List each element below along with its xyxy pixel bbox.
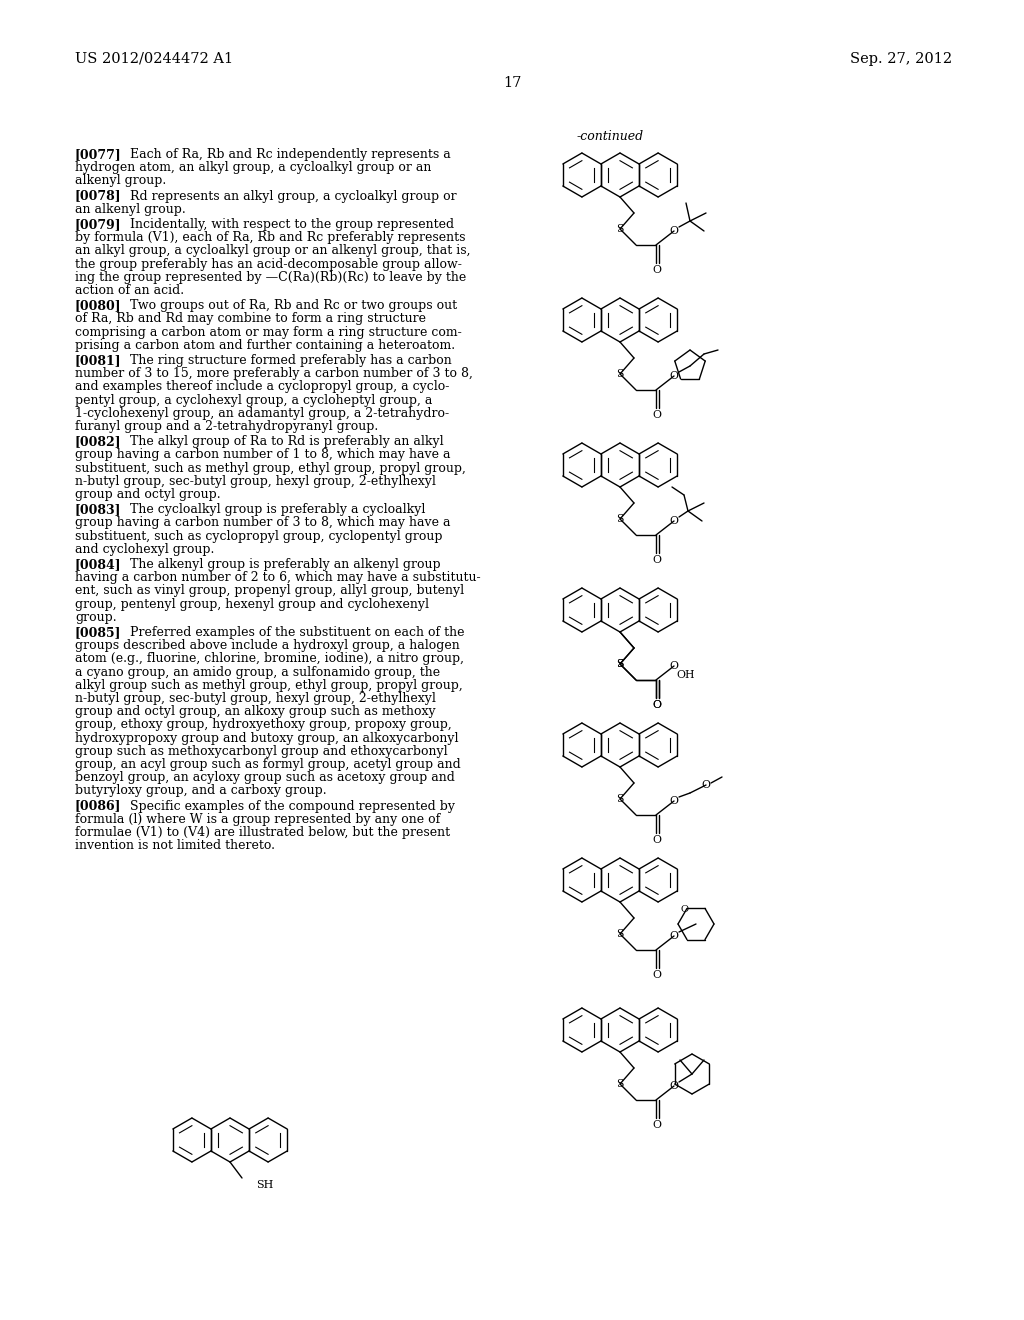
- Text: and cyclohexyl group.: and cyclohexyl group.: [75, 543, 214, 556]
- Text: [0085]: [0085]: [75, 626, 122, 639]
- Text: formula (l) where W is a group represented by any one of: formula (l) where W is a group represent…: [75, 813, 440, 826]
- Text: The ring structure formed preferably has a carbon: The ring structure formed preferably has…: [130, 354, 452, 367]
- Text: [0081]: [0081]: [75, 354, 122, 367]
- Text: groups described above include a hydroxyl group, a halogen: groups described above include a hydroxy…: [75, 639, 460, 652]
- Text: [0082]: [0082]: [75, 436, 122, 449]
- Text: O: O: [670, 371, 679, 381]
- Text: group having a carbon number of 3 to 8, which may have a: group having a carbon number of 3 to 8, …: [75, 516, 451, 529]
- Text: action of an acid.: action of an acid.: [75, 284, 184, 297]
- Text: S: S: [616, 659, 624, 669]
- Text: O: O: [652, 1119, 662, 1130]
- Text: ent, such as vinyl group, propenyl group, allyl group, butenyl: ent, such as vinyl group, propenyl group…: [75, 585, 464, 598]
- Text: by formula (V1), each of Ra, Rb and Rc preferably represents: by formula (V1), each of Ra, Rb and Rc p…: [75, 231, 466, 244]
- Text: S: S: [616, 513, 624, 524]
- Text: group having a carbon number of 1 to 8, which may have a: group having a carbon number of 1 to 8, …: [75, 449, 451, 462]
- Text: invention is not limited thereto.: invention is not limited thereto.: [75, 840, 275, 853]
- Text: furanyl group and a 2-tetrahydropyranyl group.: furanyl group and a 2-tetrahydropyranyl …: [75, 420, 378, 433]
- Text: group, pentenyl group, hexenyl group and cyclohexenyl: group, pentenyl group, hexenyl group and…: [75, 598, 429, 611]
- Text: S: S: [616, 1078, 624, 1089]
- Text: O: O: [652, 836, 662, 845]
- Text: Preferred examples of the substituent on each of the: Preferred examples of the substituent on…: [130, 626, 465, 639]
- Text: atom (e.g., fluorine, chlorine, bromine, iodine), a nitro group,: atom (e.g., fluorine, chlorine, bromine,…: [75, 652, 464, 665]
- Text: of Ra, Rb and Rd may combine to form a ring structure: of Ra, Rb and Rd may combine to form a r…: [75, 313, 426, 326]
- Text: an alkyl group, a cycloalkyl group or an alkenyl group, that is,: an alkyl group, a cycloalkyl group or an…: [75, 244, 470, 257]
- Text: butyryloxy group, and a carboxy group.: butyryloxy group, and a carboxy group.: [75, 784, 327, 797]
- Text: hydrogen atom, an alkyl group, a cycloalkyl group or an: hydrogen atom, an alkyl group, a cycloal…: [75, 161, 431, 174]
- Text: number of 3 to 15, more preferably a carbon number of 3 to 8,: number of 3 to 15, more preferably a car…: [75, 367, 473, 380]
- Text: n-butyl group, sec-butyl group, hexyl group, 2-ethylhexyl: n-butyl group, sec-butyl group, hexyl gr…: [75, 475, 436, 488]
- Text: SH: SH: [256, 1180, 273, 1191]
- Text: O: O: [652, 700, 662, 710]
- Text: [0078]: [0078]: [75, 190, 122, 202]
- Text: group and octyl group, an alkoxy group such as methoxy: group and octyl group, an alkoxy group s…: [75, 705, 435, 718]
- Text: S: S: [616, 224, 624, 234]
- Text: The alkenyl group is preferably an alkenyl group: The alkenyl group is preferably an alken…: [130, 558, 440, 572]
- Text: [0083]: [0083]: [75, 503, 122, 516]
- Text: group, an acyl group such as formyl group, acetyl group and: group, an acyl group such as formyl grou…: [75, 758, 461, 771]
- Text: Each of Ra, Rb and Rc independently represents a: Each of Ra, Rb and Rc independently repr…: [130, 148, 451, 161]
- Text: group.: group.: [75, 611, 117, 624]
- Text: ing the group represented by —C(Ra)(Rb)(Rc) to leave by the: ing the group represented by —C(Ra)(Rb)(…: [75, 271, 466, 284]
- Text: S: S: [616, 929, 624, 939]
- Text: O: O: [701, 780, 711, 789]
- Text: O: O: [652, 411, 662, 420]
- Text: The alkyl group of Ra to Rd is preferably an alkyl: The alkyl group of Ra to Rd is preferabl…: [130, 436, 443, 449]
- Text: comprising a carbon atom or may form a ring structure com-: comprising a carbon atom or may form a r…: [75, 326, 462, 339]
- Text: having a carbon number of 2 to 6, which may have a substitutu-: having a carbon number of 2 to 6, which …: [75, 572, 480, 585]
- Text: [0080]: [0080]: [75, 300, 122, 313]
- Text: and examples thereof include a cyclopropyl group, a cyclo-: and examples thereof include a cycloprop…: [75, 380, 450, 393]
- Text: US 2012/0244472 A1: US 2012/0244472 A1: [75, 51, 233, 66]
- Text: S: S: [616, 659, 624, 669]
- Text: n-butyl group, sec-butyl group, hexyl group, 2-ethylhexyl: n-butyl group, sec-butyl group, hexyl gr…: [75, 692, 436, 705]
- Text: O: O: [652, 265, 662, 275]
- Text: 17: 17: [503, 77, 521, 90]
- Text: O: O: [670, 226, 679, 236]
- Text: benzoyl group, an acyloxy group such as acetoxy group and: benzoyl group, an acyloxy group such as …: [75, 771, 455, 784]
- Text: [0079]: [0079]: [75, 218, 122, 231]
- Text: O: O: [670, 516, 679, 525]
- Text: S: S: [616, 370, 624, 379]
- Text: [0084]: [0084]: [75, 558, 122, 572]
- Text: group and octyl group.: group and octyl group.: [75, 488, 220, 502]
- Text: O: O: [681, 906, 689, 913]
- Text: O: O: [652, 970, 662, 979]
- Text: O: O: [670, 931, 679, 941]
- Text: substituent, such as cyclopropyl group, cyclopentyl group: substituent, such as cyclopropyl group, …: [75, 529, 442, 543]
- Text: O: O: [652, 554, 662, 565]
- Text: The cycloalkyl group is preferably a cycloalkyl: The cycloalkyl group is preferably a cyc…: [130, 503, 425, 516]
- Text: O: O: [670, 796, 679, 807]
- Text: Two groups out of Ra, Rb and Rc or two groups out: Two groups out of Ra, Rb and Rc or two g…: [130, 300, 457, 313]
- Text: alkyl group such as methyl group, ethyl group, propyl group,: alkyl group such as methyl group, ethyl …: [75, 678, 463, 692]
- Text: Sep. 27, 2012: Sep. 27, 2012: [850, 51, 952, 66]
- Text: group, ethoxy group, hydroxyethoxy group, propoxy group,: group, ethoxy group, hydroxyethoxy group…: [75, 718, 452, 731]
- Text: -continued: -continued: [577, 129, 643, 143]
- Text: formulae (V1) to (V4) are illustrated below, but the present: formulae (V1) to (V4) are illustrated be…: [75, 826, 451, 840]
- Text: [0086]: [0086]: [75, 800, 122, 813]
- Text: an alkenyl group.: an alkenyl group.: [75, 203, 185, 215]
- Text: Incidentally, with respect to the group represented: Incidentally, with respect to the group …: [130, 218, 454, 231]
- Text: O: O: [652, 700, 662, 710]
- Text: S: S: [616, 795, 624, 804]
- Text: Rd represents an alkyl group, a cycloalkyl group or: Rd represents an alkyl group, a cycloalk…: [130, 190, 457, 202]
- Text: O: O: [670, 1081, 679, 1092]
- Text: substituent, such as methyl group, ethyl group, propyl group,: substituent, such as methyl group, ethyl…: [75, 462, 466, 475]
- Text: [0077]: [0077]: [75, 148, 122, 161]
- Text: OH: OH: [676, 671, 694, 680]
- Text: 1-cyclohexenyl group, an adamantyl group, a 2-tetrahydro-: 1-cyclohexenyl group, an adamantyl group…: [75, 407, 450, 420]
- Text: alkenyl group.: alkenyl group.: [75, 174, 166, 187]
- Text: Specific examples of the compound represented by: Specific examples of the compound repres…: [130, 800, 455, 813]
- Text: hydroxypropoxy group and butoxy group, an alkoxycarbonyl: hydroxypropoxy group and butoxy group, a…: [75, 731, 459, 744]
- Text: a cyano group, an amido group, a sulfonamido group, the: a cyano group, an amido group, a sulfona…: [75, 665, 440, 678]
- Text: group such as methoxycarbonyl group and ethoxycarbonyl: group such as methoxycarbonyl group and …: [75, 744, 447, 758]
- Text: the group preferably has an acid-decomposable group allow-: the group preferably has an acid-decompo…: [75, 257, 462, 271]
- Text: pentyl group, a cyclohexyl group, a cycloheptyl group, a: pentyl group, a cyclohexyl group, a cycl…: [75, 393, 432, 407]
- Text: prising a carbon atom and further containing a heteroatom.: prising a carbon atom and further contai…: [75, 339, 455, 352]
- Text: O: O: [670, 661, 679, 671]
